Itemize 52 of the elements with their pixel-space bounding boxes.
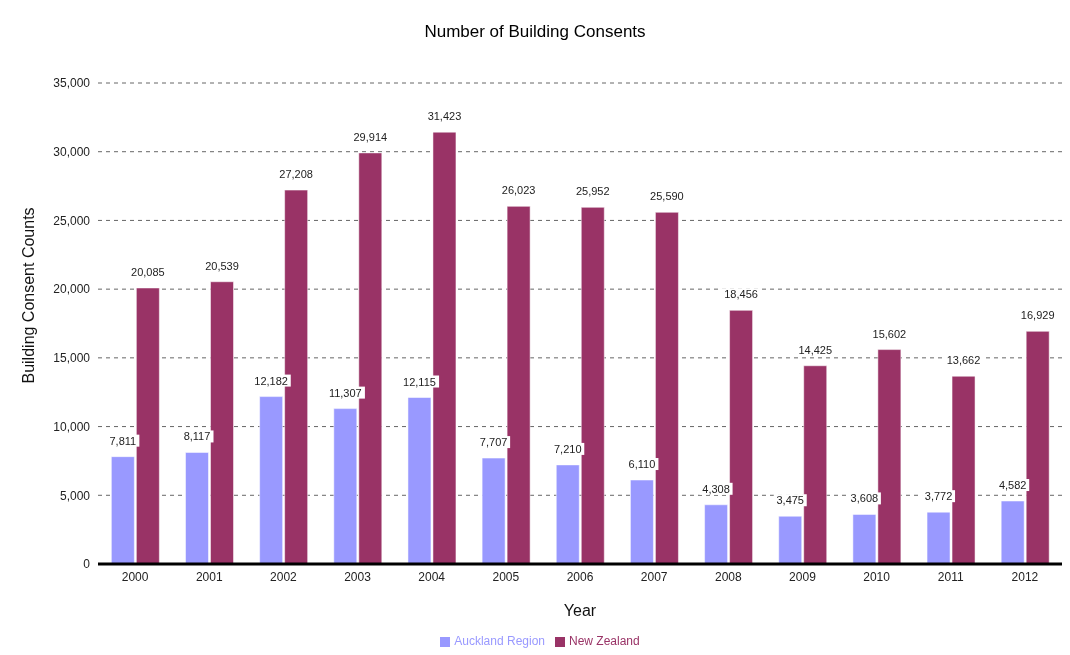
data-label: 20,085: [131, 265, 165, 278]
data-label: 3,772: [924, 490, 953, 503]
x-tick-label: 2005: [492, 569, 520, 584]
x-tick-label: 2003: [344, 569, 372, 584]
data-label: 7,811: [109, 434, 137, 447]
legend-label: Auckland Region: [454, 634, 545, 648]
y-tick-label: 15,000: [53, 351, 91, 366]
y-tick-label: 25,000: [53, 213, 91, 228]
data-label: 16,929: [1020, 309, 1055, 322]
data-label: 26,023: [501, 184, 536, 197]
data-label: 7,210: [554, 442, 582, 455]
data-label: 27,208: [279, 168, 313, 181]
x-tick-label: 2000: [121, 569, 149, 584]
x-tick-label: 2006: [566, 569, 594, 584]
x-tick-label: 2007: [640, 569, 668, 584]
data-label: 29,914: [353, 130, 388, 143]
data-label: 6,110: [628, 458, 656, 471]
x-tick-label: 2004: [418, 569, 446, 584]
y-tick-label: 10,000: [53, 419, 91, 434]
y-tick-label: 20,000: [53, 282, 91, 297]
x-tick-label: 2008: [714, 569, 742, 584]
x-axis-title: Year: [563, 602, 597, 619]
data-label: 31,423: [427, 110, 462, 123]
data-label: 7,707: [479, 436, 508, 449]
data-label: 4,582: [998, 479, 1027, 492]
x-tick-label: 2009: [789, 569, 817, 584]
x-tick-label: 2011: [937, 569, 964, 584]
data-label: 13,662: [946, 354, 981, 367]
data-label: 12,115: [403, 375, 436, 388]
data-label: 11,307: [328, 386, 362, 399]
data-label: 8,117: [183, 430, 211, 443]
data-label: 12,182: [254, 374, 288, 387]
data-label: 14,425: [798, 343, 833, 356]
x-tick-label: 2001: [195, 569, 223, 584]
x-tick-label: 2010: [863, 569, 891, 584]
data-label: 18,456: [724, 288, 758, 301]
data-label: 20,539: [205, 259, 239, 272]
y-tick-label: 0: [83, 557, 91, 572]
y-tick-label: 35,000: [53, 76, 91, 91]
chart-title: Number of Building Consents: [423, 22, 647, 42]
data-label: 25,952: [575, 185, 610, 198]
y-tick-label: 30,000: [53, 144, 91, 159]
data-label: 25,590: [650, 190, 684, 203]
data-label: 3,608: [850, 492, 879, 505]
y-tick-label: 5,000: [59, 488, 91, 503]
x-tick-label: 2012: [1011, 569, 1039, 584]
legend-label: New Zealand: [569, 634, 640, 648]
data-label: 4,308: [702, 482, 730, 495]
data-label: 3,475: [776, 494, 804, 507]
y-axis-title: Building Consent Counts: [19, 207, 37, 384]
x-tick-label: 2002: [270, 569, 298, 584]
data-label: 15,602: [872, 327, 907, 340]
